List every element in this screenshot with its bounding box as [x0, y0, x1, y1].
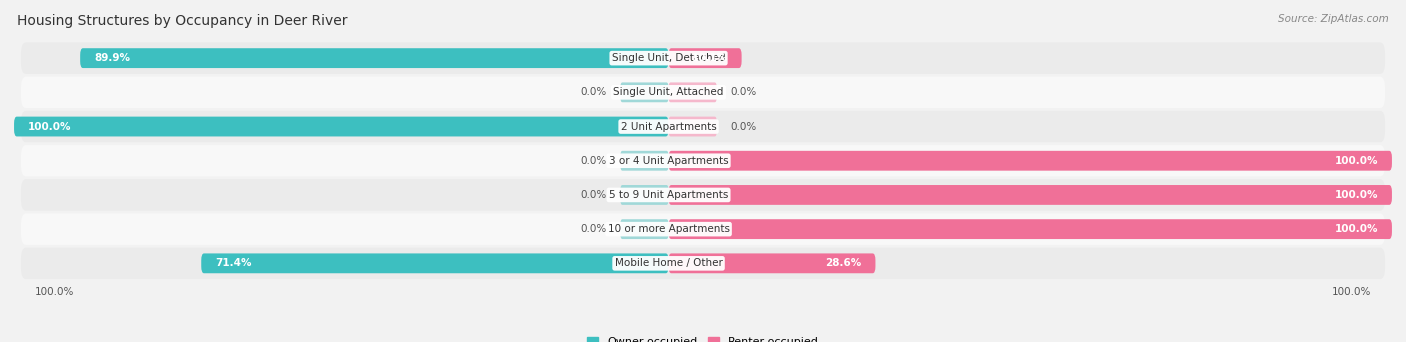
- FancyBboxPatch shape: [669, 151, 1392, 171]
- Text: Single Unit, Attached: Single Unit, Attached: [613, 87, 724, 97]
- FancyBboxPatch shape: [21, 145, 1385, 176]
- Text: 0.0%: 0.0%: [731, 87, 756, 97]
- Text: 5 to 9 Unit Apartments: 5 to 9 Unit Apartments: [609, 190, 728, 200]
- Text: 71.4%: 71.4%: [215, 258, 252, 268]
- FancyBboxPatch shape: [80, 48, 669, 68]
- Text: Single Unit, Detached: Single Unit, Detached: [612, 53, 725, 63]
- Text: 100.0%: 100.0%: [35, 287, 75, 297]
- FancyBboxPatch shape: [620, 151, 669, 171]
- FancyBboxPatch shape: [21, 213, 1385, 245]
- FancyBboxPatch shape: [669, 185, 1392, 205]
- Text: 0.0%: 0.0%: [581, 224, 606, 234]
- Text: 100.0%: 100.0%: [1334, 190, 1378, 200]
- FancyBboxPatch shape: [21, 179, 1385, 211]
- Text: 100.0%: 100.0%: [1331, 287, 1371, 297]
- FancyBboxPatch shape: [21, 42, 1385, 74]
- FancyBboxPatch shape: [669, 82, 717, 102]
- FancyBboxPatch shape: [14, 117, 669, 136]
- FancyBboxPatch shape: [201, 253, 669, 273]
- Text: 0.0%: 0.0%: [581, 190, 606, 200]
- Text: 0.0%: 0.0%: [581, 87, 606, 97]
- Text: 10.1%: 10.1%: [692, 53, 728, 63]
- FancyBboxPatch shape: [21, 248, 1385, 279]
- Text: 28.6%: 28.6%: [825, 258, 862, 268]
- FancyBboxPatch shape: [669, 117, 717, 136]
- FancyBboxPatch shape: [21, 111, 1385, 142]
- Text: 0.0%: 0.0%: [581, 156, 606, 166]
- FancyBboxPatch shape: [620, 82, 669, 102]
- Text: 2 Unit Apartments: 2 Unit Apartments: [620, 121, 717, 132]
- Text: 89.9%: 89.9%: [94, 53, 129, 63]
- FancyBboxPatch shape: [620, 219, 669, 239]
- Text: 10 or more Apartments: 10 or more Apartments: [607, 224, 730, 234]
- Text: Housing Structures by Occupancy in Deer River: Housing Structures by Occupancy in Deer …: [17, 14, 347, 28]
- Text: 100.0%: 100.0%: [1334, 156, 1378, 166]
- Text: 3 or 4 Unit Apartments: 3 or 4 Unit Apartments: [609, 156, 728, 166]
- Text: Source: ZipAtlas.com: Source: ZipAtlas.com: [1278, 14, 1389, 24]
- FancyBboxPatch shape: [669, 219, 1392, 239]
- FancyBboxPatch shape: [620, 185, 669, 205]
- Text: 0.0%: 0.0%: [731, 121, 756, 132]
- FancyBboxPatch shape: [669, 48, 741, 68]
- FancyBboxPatch shape: [669, 253, 876, 273]
- Legend: Owner-occupied, Renter-occupied: Owner-occupied, Renter-occupied: [582, 332, 824, 342]
- Text: 100.0%: 100.0%: [1334, 224, 1378, 234]
- FancyBboxPatch shape: [21, 77, 1385, 108]
- Text: Mobile Home / Other: Mobile Home / Other: [614, 258, 723, 268]
- Text: 100.0%: 100.0%: [28, 121, 72, 132]
